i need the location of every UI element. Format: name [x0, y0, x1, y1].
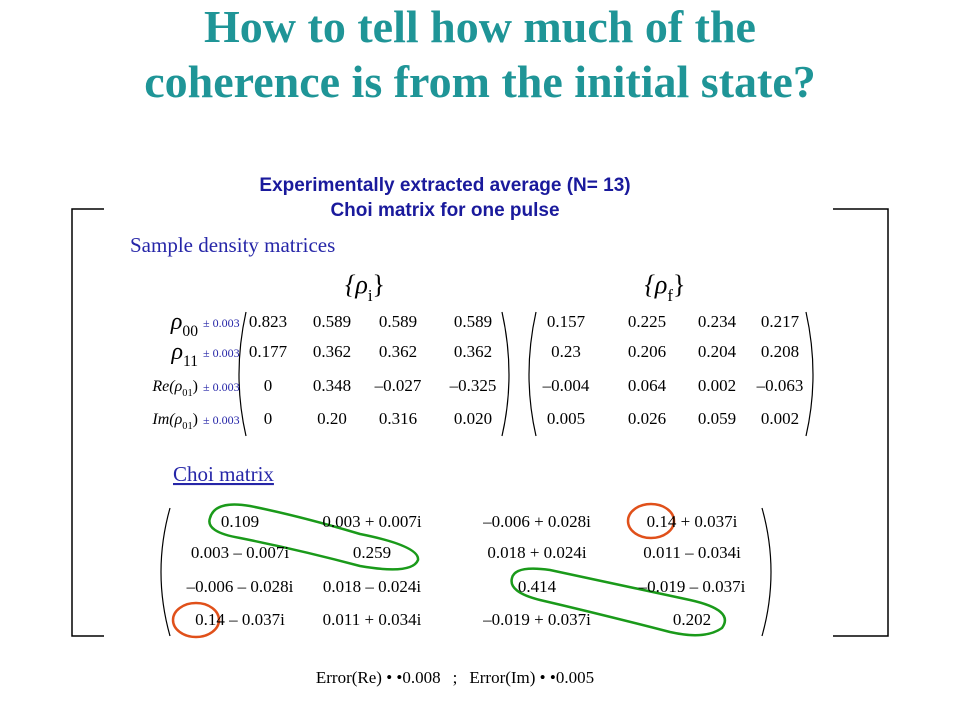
label: ρ11 [170, 339, 198, 370]
highlight-marks [171, 502, 727, 639]
section-heading: Choi matrix [173, 462, 274, 486]
matrix-entry: 0.225 [628, 312, 666, 331]
matrix-entry: 0.20 [317, 409, 347, 428]
matrix-entry: 0.018 – 0.024i [323, 577, 422, 596]
matrix-entry: 0.206 [628, 342, 666, 361]
matrix-entry: 0.064 [628, 376, 667, 395]
subtitle-line: Experimentally extracted average (N= 13) [259, 175, 630, 196]
matrix-entry: 0.003 – 0.007i [191, 543, 290, 562]
matrix-entry: –0.027 [374, 376, 422, 395]
matrix-entry: 0 [264, 376, 273, 395]
label-main: Im(ρ [151, 411, 182, 428]
matrix-entry: 0.589 [313, 312, 351, 331]
matrix-entry: 0.589 [379, 312, 417, 331]
label-main: {ρ [345, 270, 368, 299]
error-line: Error(Re) • •0.008; Error(Im) • •0.005 [316, 668, 594, 687]
label: {ρi} [345, 270, 385, 305]
matrix-entry: 0.362 [313, 342, 351, 361]
matrix-entry: 0.002 [698, 376, 736, 395]
error-text: Error(Re) • •0.008 [316, 668, 441, 687]
parentheses [160, 311, 814, 637]
matrix-entry: 0.823 [249, 312, 287, 331]
matrix-entry: –0.063 [756, 376, 804, 395]
label-main: ρ [170, 339, 183, 365]
label-sub: 11 [183, 353, 198, 370]
title-line: How to tell how much of the [204, 1, 756, 52]
label-sub: 01 [182, 421, 192, 432]
matrix-entry: –0.019 + 0.037i [482, 610, 591, 629]
matrix-entry: 0 [264, 409, 273, 428]
matrix-entry: –0.006 – 0.028i [186, 577, 294, 596]
label-main: Re(ρ [151, 378, 182, 395]
label-post: } [373, 270, 385, 299]
matrix-entry: –0.325 [449, 376, 497, 395]
title-line: coherence is from the initial state? [144, 56, 816, 107]
matrix-entry: 0.316 [379, 409, 417, 428]
label-main: {ρ [645, 270, 668, 299]
row-error: ± 0.003 [203, 413, 240, 427]
matrix-entry: 0.217 [761, 312, 800, 331]
label-main: ρ [170, 309, 183, 335]
matrix-entry: 0.348 [313, 376, 351, 395]
label-post: ) [193, 378, 198, 395]
matrix-entry: 0.005 [547, 409, 585, 428]
row-error: ± 0.003 [203, 346, 240, 360]
right-bracket [833, 208, 889, 637]
matrix-entry: 0.018 + 0.024i [487, 543, 587, 562]
label-sub: f [667, 286, 673, 305]
matrix-entry: 0.234 [698, 312, 737, 331]
matrix-entry: 0.589 [454, 312, 492, 331]
separator: ; [453, 668, 458, 687]
matrix-entry: 0.157 [547, 312, 586, 331]
matrix-entry: 0.362 [379, 342, 417, 361]
matrix-entry: –0.006 + 0.028i [482, 512, 591, 531]
matrix-entry: 0.208 [761, 342, 799, 361]
row-error: ± 0.003 [203, 380, 240, 394]
matrix-entry: 0.011 + 0.034i [323, 610, 422, 629]
matrix-entry: –0.004 [542, 376, 590, 395]
matrix-entry: 0.020 [454, 409, 492, 428]
matrix-entry: 0.259 [353, 543, 391, 562]
matrix-entry: 0.202 [673, 610, 711, 629]
matrix-entry: 0.026 [628, 409, 666, 428]
label-sub: 01 [182, 388, 192, 399]
label: {ρf} [645, 270, 686, 305]
matrix-entry: 0.003 + 0.007i [322, 512, 422, 531]
matrix-entry: 0.204 [698, 342, 737, 361]
matrix-entry: 0.011 – 0.034i [643, 543, 741, 562]
matrix-entry: 0.414 [518, 577, 557, 596]
subtitle-line: Choi matrix for one pulse [330, 200, 559, 221]
matrix-entry: 0.362 [454, 342, 492, 361]
matrix-entry: 0.14 + 0.037i [647, 512, 738, 531]
label-sub: i [368, 286, 373, 305]
label: ρ00 [170, 309, 198, 340]
label: Re(ρ01) [151, 378, 198, 399]
matrix-entry: 0.002 [761, 409, 799, 428]
label-sub: 00 [182, 323, 198, 340]
matrix-entry: 0.14 – 0.037i [195, 610, 285, 629]
matrix-entry: 0.109 [221, 512, 259, 531]
section-heading: Sample density matrices [130, 233, 335, 257]
label: Im(ρ01) [151, 411, 198, 432]
matrix-entry: 0.059 [698, 409, 736, 428]
label-post: ) [193, 411, 198, 428]
error-text: Error(Im) • •0.005 [469, 668, 594, 687]
row-error: ± 0.003 [203, 316, 240, 330]
matrix-entry: –0.019 – 0.037i [638, 577, 746, 596]
left-bracket [71, 208, 104, 637]
matrix-entry: 0.23 [551, 342, 581, 361]
matrix-entry: 0.177 [249, 342, 288, 361]
label-post: } [673, 270, 685, 299]
